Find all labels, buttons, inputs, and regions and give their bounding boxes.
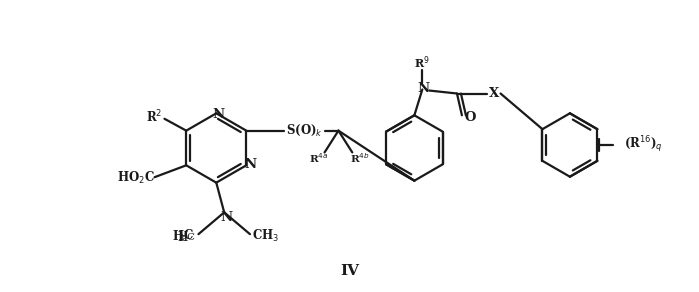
Text: CH$_3$: CH$_3$ bbox=[252, 228, 280, 244]
Text: N: N bbox=[244, 158, 257, 171]
Text: $_3$C: $_3$C bbox=[178, 228, 195, 244]
Text: H: H bbox=[172, 230, 183, 243]
Text: (R$^{16}$)$_q$: (R$^{16}$)$_q$ bbox=[624, 135, 663, 155]
Text: IV: IV bbox=[340, 264, 359, 278]
Text: X: X bbox=[489, 87, 499, 100]
Text: N: N bbox=[212, 108, 224, 121]
Text: S(O)$_k$: S(O)$_k$ bbox=[286, 123, 323, 138]
Text: R$^9$: R$^9$ bbox=[415, 55, 430, 71]
Text: HO$_2$C: HO$_2$C bbox=[117, 170, 154, 186]
Text: R$^{4b}$: R$^{4b}$ bbox=[350, 152, 370, 165]
Text: H: H bbox=[178, 231, 188, 244]
Text: O: O bbox=[464, 111, 475, 124]
Text: N: N bbox=[220, 211, 232, 224]
Text: R$^2$: R$^2$ bbox=[146, 109, 163, 125]
Text: $_3$C: $_3$C bbox=[181, 231, 196, 244]
Text: N: N bbox=[417, 82, 429, 95]
Text: R$^{4a}$: R$^{4a}$ bbox=[309, 152, 329, 165]
